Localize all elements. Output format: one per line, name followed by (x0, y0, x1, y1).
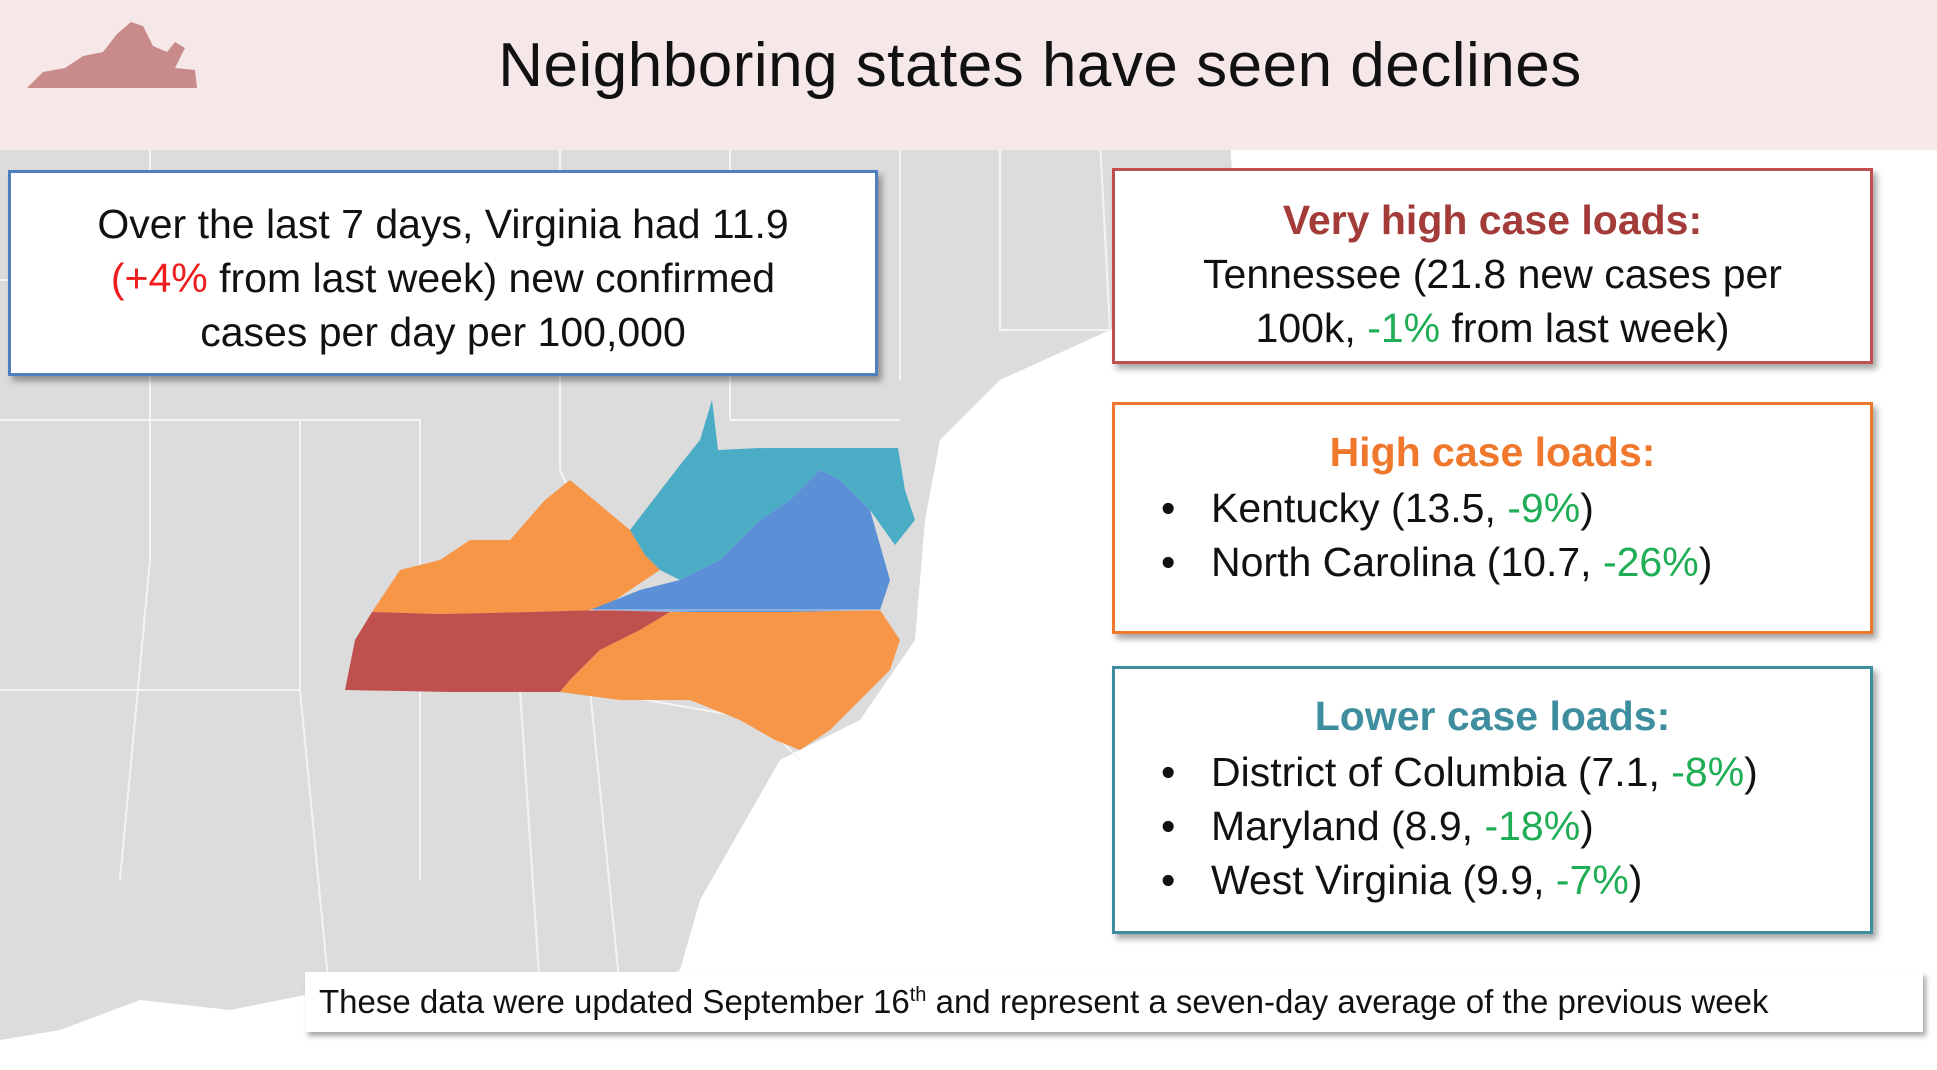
item-text: Maryland (8.9, (1211, 803, 1485, 849)
bullet: • (1161, 485, 1176, 531)
item-close: ) (1580, 803, 1594, 849)
item-text: North Carolina (10.7, (1211, 539, 1603, 585)
high-heading: High case loads: (1329, 429, 1656, 475)
very-high-line-1: Tennessee (21.8 new cases per (1203, 251, 1782, 297)
bullet: • (1161, 539, 1176, 585)
item-change: -26% (1602, 539, 1699, 585)
virginia-summary-box: Over the last 7 days, Virginia had 11.9 … (8, 170, 878, 376)
region-north-carolina (560, 610, 900, 750)
item-change: -8% (1671, 749, 1745, 795)
bullet: • (1161, 857, 1176, 903)
bullet: • (1161, 803, 1176, 849)
list-item: • North Carolina (10.7, -26%) (1115, 535, 1870, 589)
item-change: -18% (1484, 803, 1581, 849)
bullet: • (1161, 749, 1176, 795)
very-high-change: -1% (1367, 305, 1441, 351)
summary-line-2: (+4% from last week) new confirmed (11, 251, 875, 305)
very-high-line-2: 100k, -1% from last week) (1115, 301, 1870, 355)
very-high-case-loads-box: Very high case loads: Tennessee (21.8 ne… (1112, 168, 1873, 364)
lower-list: • District of Columbia (7.1, -8%) • Maryla… (1115, 745, 1870, 907)
item-change: -9% (1507, 485, 1581, 531)
data-update-note: These data were updated September 16th a… (305, 972, 1923, 1032)
item-text: Kentucky (13.5, (1211, 485, 1508, 531)
region-virginia (590, 470, 890, 612)
item-text: West Virginia (9.9, (1211, 857, 1556, 903)
header-band (0, 0, 1937, 150)
item-close: ) (1698, 539, 1713, 585)
region-west-virginia (630, 400, 820, 580)
list-item: • Maryland (8.9, -18%) (1115, 799, 1870, 853)
page-title: Neighboring states have seen declines (498, 31, 1582, 100)
very-high-line-2-pre: 100k, (1255, 305, 1368, 351)
summary-change: (+4% (110, 255, 208, 301)
summary-line-3: cases per day per 100,000 (200, 309, 686, 355)
region-maryland (718, 448, 915, 545)
summary-line-2-rest: from last week) new confirmed (207, 255, 776, 301)
footer-post: and represent a seven-day average of the… (926, 983, 1769, 1020)
very-high-heading: Very high case loads: (1282, 197, 1703, 243)
very-high-line-2-post: from last week) (1440, 305, 1730, 351)
high-list: • Kentucky (13.5, -9%) • North Carolina (1… (1115, 481, 1870, 589)
item-close: ) (1628, 857, 1643, 903)
summary-line-1: Over the last 7 days, Virginia had 11.9 (97, 201, 789, 247)
item-text: District of Columbia (7.1, (1211, 749, 1672, 795)
region-tennessee (345, 610, 670, 692)
list-item: • Kentucky (13.5, -9%) (1115, 481, 1870, 535)
item-close: ) (1580, 485, 1594, 531)
virginia-state-icon (27, 22, 197, 88)
region-kentucky (372, 480, 660, 614)
item-close: ) (1744, 749, 1758, 795)
list-item: • District of Columbia (7.1, -8%) (1115, 745, 1870, 799)
list-item: • West Virginia (9.9, -7%) (1115, 853, 1870, 907)
lower-heading: Lower case loads: (1314, 693, 1671, 739)
footer-sup: th (909, 984, 927, 1006)
lower-case-loads-box: Lower case loads: • District of Columbia … (1112, 666, 1873, 934)
footer-pre: These data were updated September 16 (319, 983, 910, 1020)
item-change: -7% (1555, 857, 1629, 903)
high-case-loads-box: High case loads: • Kentucky (13.5, -9%) •… (1112, 402, 1873, 634)
